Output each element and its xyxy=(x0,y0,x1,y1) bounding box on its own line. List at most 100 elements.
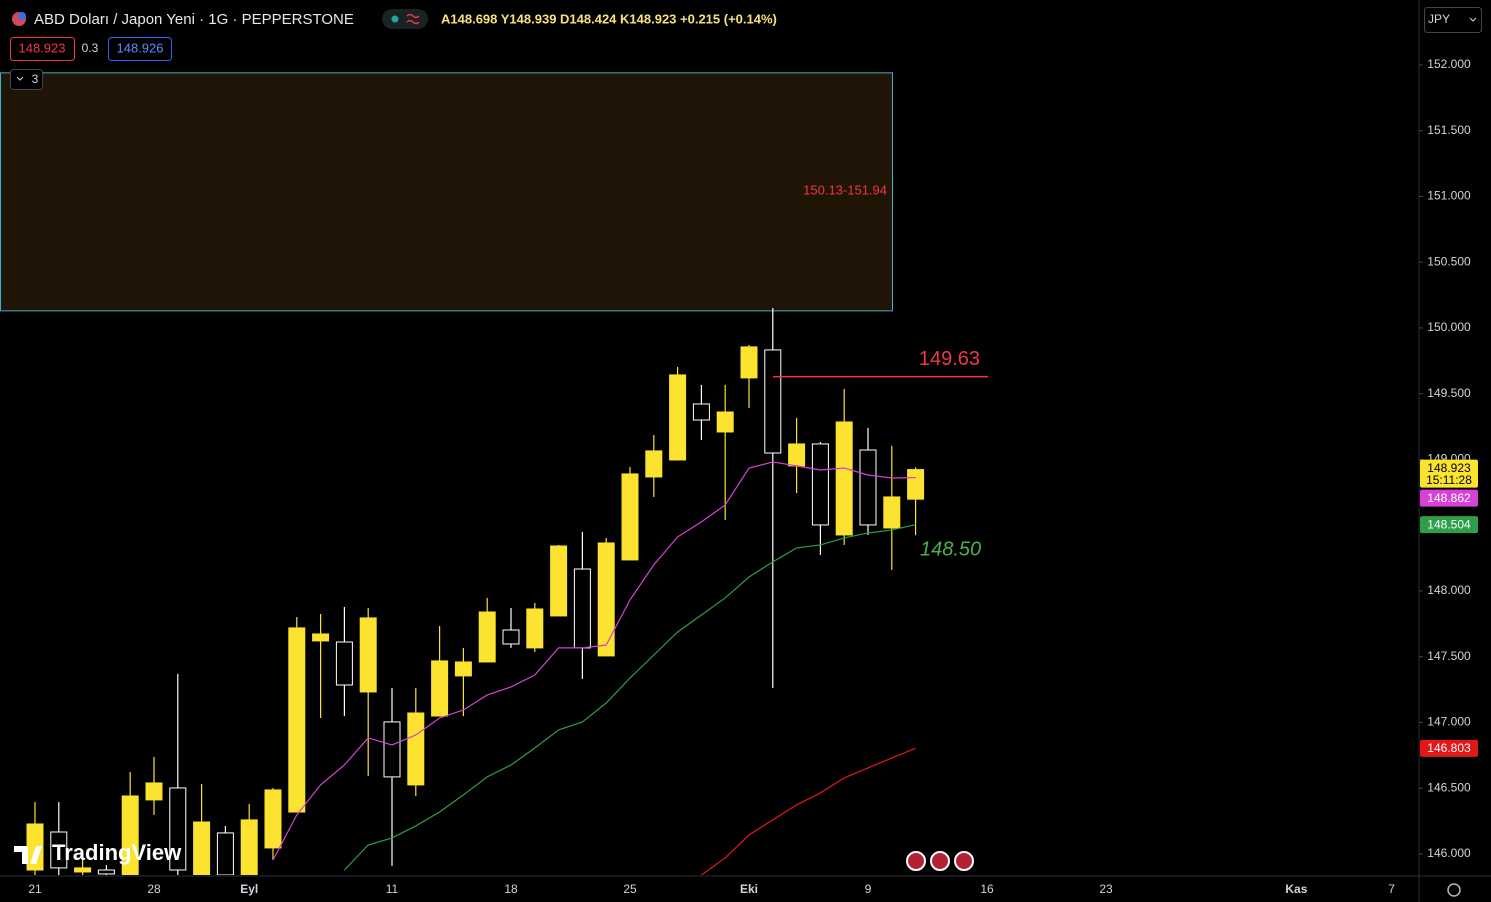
candle-body xyxy=(431,660,449,717)
candle-body xyxy=(359,617,377,693)
candle-body xyxy=(883,496,901,529)
y-tick-label: 146.000 xyxy=(1427,846,1471,860)
x-tick-label: 28 xyxy=(147,882,161,896)
y-tick-label: 147.500 xyxy=(1427,649,1471,663)
indicators-toggle[interactable] xyxy=(10,69,43,90)
price-label: 148.923 xyxy=(1427,461,1471,475)
chevron xyxy=(16,76,24,81)
y-tick-label: 151.500 xyxy=(1427,123,1471,137)
plot-area: 150.13-151.94 149.63 148.50 xyxy=(0,72,988,875)
x-tick-label: Eki xyxy=(740,882,758,896)
candle-body xyxy=(811,443,829,526)
x-tick-label: Eyl xyxy=(240,882,258,896)
candle-body xyxy=(121,795,139,875)
bid-box[interactable] xyxy=(10,37,75,61)
y-tick-label: 151.000 xyxy=(1427,189,1471,203)
price-label: 148.862 xyxy=(1427,491,1471,505)
candle-body xyxy=(169,787,187,871)
event-flag[interactable] xyxy=(930,851,950,871)
x-tick-label: 25 xyxy=(623,882,637,896)
candle-body xyxy=(264,789,282,849)
x-tick-label: 16 xyxy=(980,882,994,896)
candle-body xyxy=(335,641,353,686)
candle-body xyxy=(502,629,520,645)
candle-body xyxy=(407,712,425,786)
candle-body xyxy=(216,832,234,875)
spread: 0.3 xyxy=(82,41,99,55)
y-tick-label: 149.500 xyxy=(1427,386,1471,400)
candle-body xyxy=(240,819,258,875)
ohlc-readout: A148.698 Y148.939 D148.424 K148.923 +0.2… xyxy=(441,11,777,26)
x-tick-label: 21 xyxy=(28,882,42,896)
zone-label: 150.13-151.94 xyxy=(803,182,887,197)
event-icons[interactable] xyxy=(906,851,974,871)
candle-body xyxy=(669,374,687,461)
candle-body xyxy=(145,782,163,801)
candle-body xyxy=(907,469,925,500)
x-tick-label: 11 xyxy=(386,882,399,896)
settings-button[interactable] xyxy=(1447,883,1461,897)
candle-body xyxy=(573,568,591,649)
price-label-box xyxy=(1420,739,1478,757)
logo-mark xyxy=(14,846,42,864)
y-tick-label: 148.000 xyxy=(1427,583,1471,597)
ask-price: 148.926 xyxy=(117,40,164,55)
candle-body xyxy=(97,869,115,875)
candle-body xyxy=(645,450,663,478)
x-tick-label: Kas xyxy=(1285,882,1307,896)
y-tick-label: 146.500 xyxy=(1427,780,1471,794)
candle-body xyxy=(859,449,877,526)
moving-average xyxy=(272,461,916,861)
logo-text: TradingView xyxy=(52,840,182,865)
candle-body xyxy=(478,611,496,663)
currency-label: JPY xyxy=(1428,12,1450,26)
x-tick-label: 9 xyxy=(865,882,872,896)
y-tick-label: 152.000 xyxy=(1427,57,1471,71)
status-dot xyxy=(391,15,399,23)
candle-body xyxy=(312,633,330,642)
indicators-count: 3 xyxy=(32,72,39,86)
price-label-box xyxy=(1420,489,1478,507)
y-tick-label: 150.000 xyxy=(1427,320,1471,334)
chevron xyxy=(1469,17,1477,22)
candle-body xyxy=(550,545,568,617)
candle-body xyxy=(50,831,68,869)
y-tick-label: 150.500 xyxy=(1427,254,1471,268)
status-icon xyxy=(406,13,420,25)
candle-body xyxy=(788,443,806,467)
status-pill xyxy=(382,9,428,29)
price-label: 146.803 xyxy=(1427,741,1471,755)
candle-body xyxy=(74,867,92,873)
event-flag[interactable] xyxy=(954,851,974,871)
x-tick-label: 23 xyxy=(1099,882,1113,896)
moving-average xyxy=(701,747,916,875)
candle-body xyxy=(716,411,734,433)
ask-box[interactable] xyxy=(108,37,172,61)
y-tick-label: 147.000 xyxy=(1427,715,1471,729)
candle-body xyxy=(597,542,615,657)
currency-dropdown[interactable] xyxy=(1424,7,1482,33)
x-tick-label: 18 xyxy=(504,882,518,896)
x-tick-label: 7 xyxy=(1388,882,1395,896)
price-label: 148.504 xyxy=(1427,517,1471,531)
candle-body xyxy=(454,661,472,677)
candle-body xyxy=(288,627,306,813)
candle-body xyxy=(740,346,758,379)
event-flag[interactable] xyxy=(906,851,926,871)
candle-body xyxy=(835,421,853,536)
moving-average xyxy=(343,524,916,871)
annotation: 148.50 xyxy=(920,538,981,560)
bid-price: 148.923 xyxy=(19,40,66,55)
price-label-box xyxy=(1420,516,1478,534)
candle-body xyxy=(526,608,544,649)
candle-body xyxy=(383,721,401,778)
countdown: 15:11:28 xyxy=(1426,473,1472,487)
symbol-title: ABD Doları / Japon Yeni · 1G · PEPPERSTO… xyxy=(34,11,354,28)
candle-body xyxy=(621,473,639,561)
resistance-zone xyxy=(0,72,893,312)
candle-body xyxy=(193,821,211,875)
symbol-icon xyxy=(18,12,26,20)
level-label: 149.63 xyxy=(919,348,980,370)
candle-body xyxy=(764,349,782,454)
